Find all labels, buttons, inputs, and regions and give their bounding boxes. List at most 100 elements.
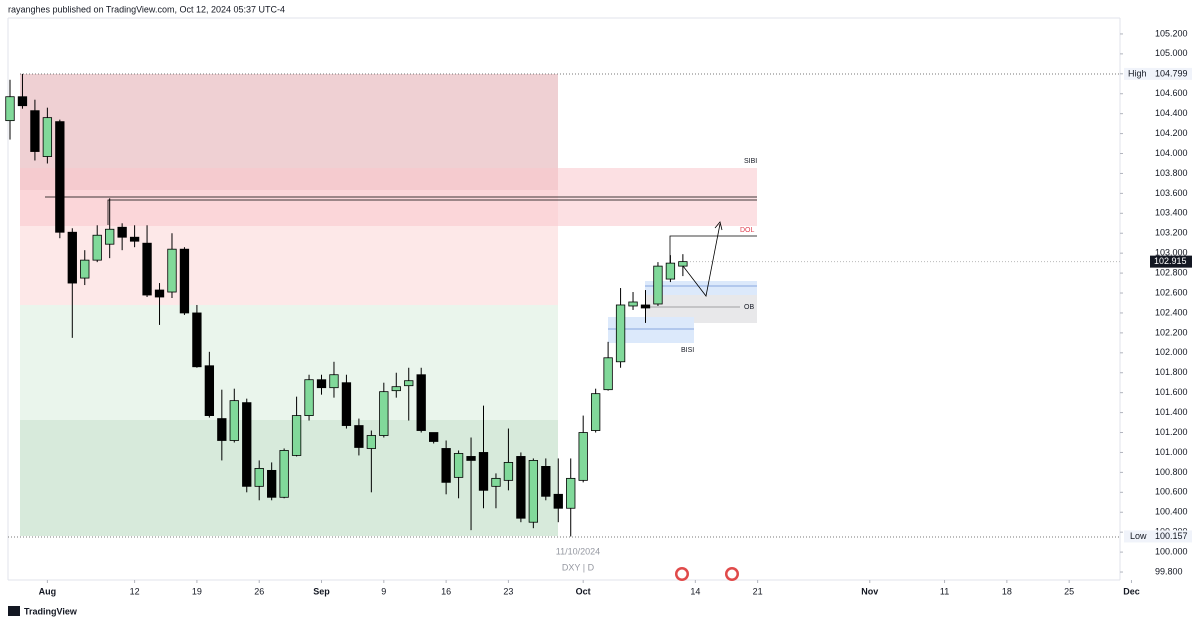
candle-body xyxy=(603,357,613,391)
candle-body xyxy=(354,425,364,448)
candle-body xyxy=(291,415,302,456)
candle-body xyxy=(316,379,327,389)
candle-body xyxy=(640,304,651,309)
candle-body xyxy=(67,231,77,284)
y-tick-label: 103.200 xyxy=(1155,228,1188,238)
candle-body xyxy=(541,466,551,497)
candle-body xyxy=(30,110,40,152)
candle-body xyxy=(341,382,352,426)
low-tag-value: 100.157 xyxy=(1155,531,1188,541)
y-tick-label: 103.600 xyxy=(1155,188,1188,198)
x-tick-label: Nov xyxy=(861,586,878,596)
candle-body xyxy=(441,448,451,483)
x-tick-label: 25 xyxy=(1064,586,1074,596)
y-tick-label: 100.400 xyxy=(1155,507,1188,517)
candle-body xyxy=(55,121,65,233)
annotation: OB xyxy=(744,304,754,311)
y-tick-label: 105.200 xyxy=(1155,28,1188,38)
candle-body xyxy=(553,493,563,509)
x-tick-label: 19 xyxy=(192,586,202,596)
candle-body xyxy=(429,432,439,442)
x-tick-label: 16 xyxy=(441,586,451,596)
y-tick-label: 100.600 xyxy=(1155,487,1188,497)
x-tick-label: 12 xyxy=(130,586,140,596)
candle-body xyxy=(142,242,152,296)
candle-body xyxy=(491,477,501,487)
candle-body xyxy=(503,462,514,481)
annotation: DOL xyxy=(740,227,755,234)
candle-body xyxy=(105,228,115,245)
y-tick-label: 101.000 xyxy=(1155,447,1188,457)
candle-body xyxy=(179,248,190,314)
event-icon[interactable] xyxy=(727,569,737,579)
annotation: SIBI xyxy=(744,158,757,165)
y-tick-label: 101.600 xyxy=(1155,387,1188,397)
candle-body xyxy=(329,374,339,389)
y-tick-label: 103.000 xyxy=(1155,248,1188,258)
x-tick-label: Dec xyxy=(1123,586,1140,596)
candle-body xyxy=(80,259,90,279)
symbol-label: DXY | D xyxy=(562,562,595,572)
candle-body xyxy=(478,452,489,491)
low-tag-bg xyxy=(1124,530,1152,543)
fvg-zone xyxy=(645,281,757,295)
x-tick-label: 14 xyxy=(690,586,700,596)
high-tag-box xyxy=(1152,67,1192,80)
y-tick-label: 101.200 xyxy=(1155,427,1188,437)
y-tick-label: 102.600 xyxy=(1155,287,1188,297)
y-tick-label: 104.400 xyxy=(1155,108,1188,118)
candle-body xyxy=(129,236,140,242)
date-label: 11/10/2024 xyxy=(556,546,600,556)
candle-body xyxy=(304,379,314,416)
x-tick-label: 26 xyxy=(254,586,264,596)
last-price-label: 102.915 xyxy=(1154,256,1187,266)
candle-body xyxy=(192,312,202,368)
candle-body xyxy=(591,393,601,431)
zone xyxy=(20,305,558,420)
x-tick-label: Oct xyxy=(576,586,591,596)
candle-body xyxy=(678,261,688,267)
line xyxy=(107,199,757,225)
candle-body xyxy=(578,432,588,481)
y-tick-label: 101.800 xyxy=(1155,367,1188,377)
low-tag-box xyxy=(1152,530,1192,543)
candle-body xyxy=(416,374,426,431)
candle-body xyxy=(404,380,414,387)
y-tick-label: 102.800 xyxy=(1155,267,1188,277)
candle-body xyxy=(42,117,53,157)
y-tick-label: 103.800 xyxy=(1155,168,1188,178)
candle-body xyxy=(453,453,464,478)
candle-body xyxy=(665,262,676,280)
candle-body xyxy=(117,226,127,238)
last-price-box xyxy=(1150,255,1192,268)
candle-body xyxy=(366,435,377,449)
annotation: BISI xyxy=(681,347,694,354)
candle-body xyxy=(167,248,177,293)
y-tick-label: 104.200 xyxy=(1155,128,1188,138)
candle-body xyxy=(653,265,663,305)
y-tick-label: 104.600 xyxy=(1155,88,1188,98)
footer: TradingView xyxy=(24,606,78,616)
x-tick-label: 9 xyxy=(381,586,386,596)
candle-body xyxy=(615,304,626,363)
candle-body xyxy=(204,365,215,416)
zone xyxy=(20,420,558,536)
candle-body xyxy=(154,289,165,298)
candle-body xyxy=(242,402,252,487)
high-tag-bg xyxy=(1124,67,1152,80)
y-tick-label: 104.000 xyxy=(1155,148,1188,158)
y-tick-label: 99.800 xyxy=(1155,566,1183,576)
candle-body xyxy=(92,234,102,261)
x-tick-label: 21 xyxy=(753,586,763,596)
candle-body xyxy=(267,469,277,498)
high-tag-label: High xyxy=(1128,68,1147,78)
event-icon[interactable] xyxy=(677,569,687,579)
x-tick-label: Sep xyxy=(313,586,330,596)
candle-body xyxy=(279,450,289,498)
y-tick-label: 101.400 xyxy=(1155,407,1188,417)
header: rayanghes published on TradingView.com, … xyxy=(8,4,285,14)
y-tick-label: 100.000 xyxy=(1155,546,1188,556)
candle-body xyxy=(217,418,227,441)
candle-body xyxy=(5,96,15,122)
